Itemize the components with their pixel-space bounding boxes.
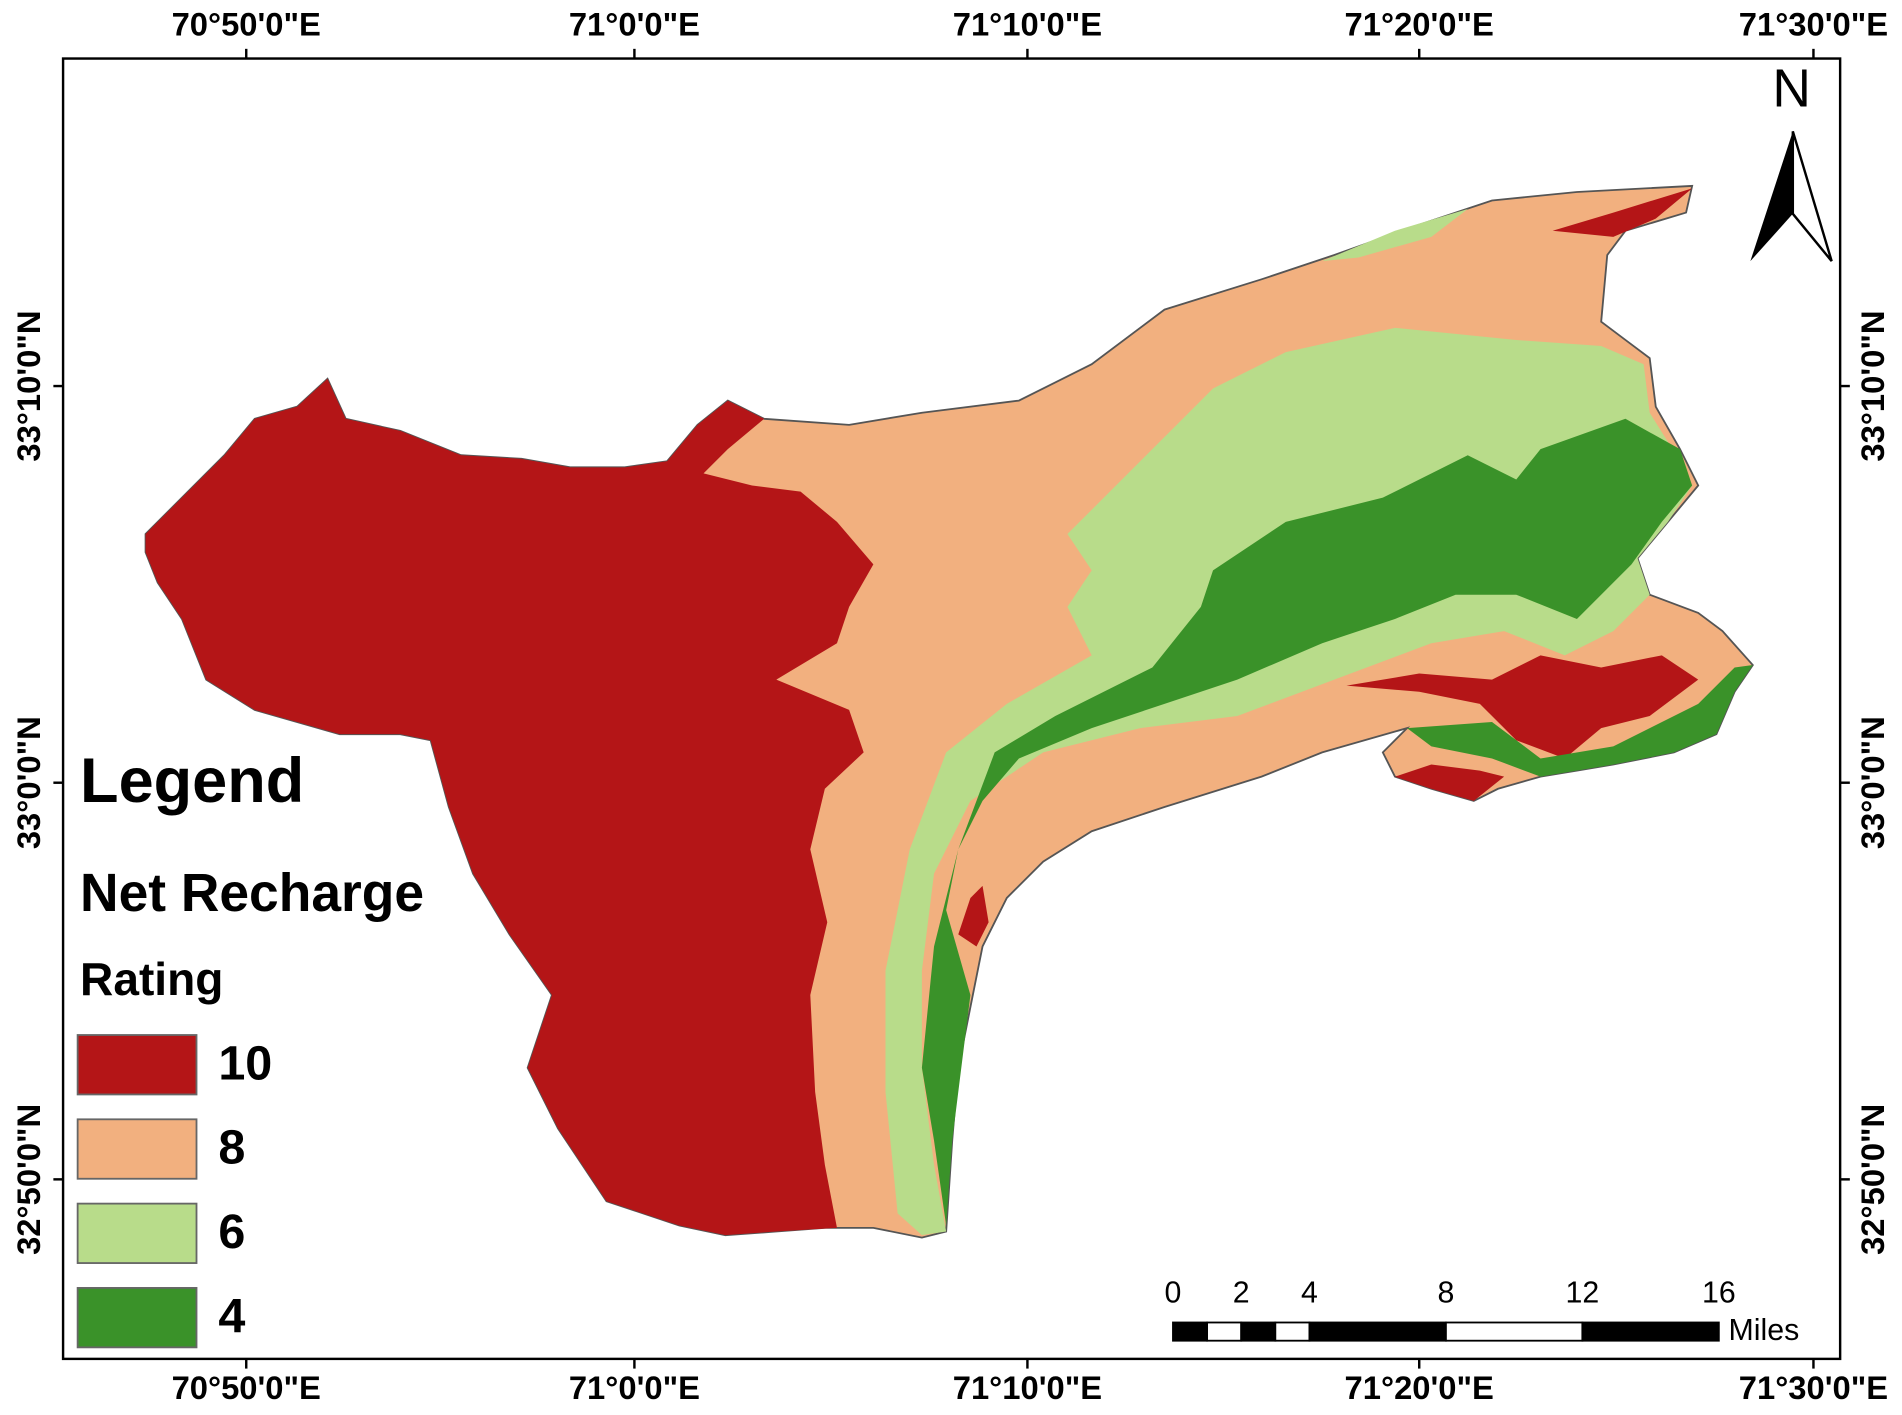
lat-label-right: 32°50'0"N	[1854, 1104, 1891, 1255]
region-rating-10-ne	[1552, 188, 1693, 237]
north-arrow-left	[1750, 131, 1793, 262]
region-rating-6-north	[1322, 208, 1468, 262]
scale-tick-label: 12	[1566, 1277, 1600, 1310]
region-rating-10-south	[1394, 764, 1505, 801]
scale-segment	[1240, 1321, 1277, 1342]
lat-label-right: 33°0'0"N	[1854, 716, 1891, 849]
legend-subtitle: Net Recharge	[80, 864, 424, 923]
scale-tick-label: 16	[1702, 1277, 1736, 1310]
region-rating-10	[145, 378, 874, 1236]
lat-label-right: 33°10'0"N	[1854, 310, 1891, 461]
lon-label-bottom: 71°10'0"E	[953, 1369, 1102, 1406]
lon-label-top: 71°20'0"E	[1345, 6, 1494, 43]
lat-label-left: 32°50'0"N	[10, 1104, 47, 1255]
region-rating-4-south	[1407, 665, 1753, 777]
lon-label-top: 70°50'0"E	[172, 6, 321, 43]
region-rating-10-east	[1346, 655, 1699, 759]
legend: 10 8 6 4	[76, 1034, 272, 1349]
legend-swatch	[76, 1287, 198, 1349]
lon-label-bottom: 70°50'0"E	[172, 1369, 321, 1406]
lat-label-left: 33°10'0"N	[10, 310, 47, 461]
scale-segment	[1172, 1321, 1209, 1342]
legend-label: 10	[218, 1036, 272, 1090]
scale-segment	[1444, 1321, 1584, 1342]
map-regions	[144, 184, 1754, 1239]
north-arrow-right	[1791, 130, 1833, 262]
region-rating-4	[921, 418, 1693, 1226]
scale-segment	[1274, 1321, 1311, 1342]
coordinate-labels: 70°50'0"E 70°50'0"E 71°0'0"E 71°0'0"E 71°10'…	[10, 6, 1891, 1406]
north-arrow: N	[1750, 60, 1833, 262]
legend-field: Rating	[80, 953, 223, 1005]
lon-label-bottom: 71°0'0"E	[569, 1369, 700, 1406]
lon-label-bottom: 71°30'0"E	[1739, 1369, 1888, 1406]
scale-tick-label: 8	[1437, 1277, 1454, 1310]
map-frame	[61, 57, 1842, 1361]
scale-segment	[1206, 1321, 1243, 1342]
scale-segment	[1308, 1321, 1447, 1342]
region-rating-10-valley	[958, 885, 989, 947]
lon-label-bottom: 71°20'0"E	[1345, 1369, 1494, 1406]
lon-label-top: 71°30'0"E	[1739, 6, 1888, 43]
scale-segment	[1581, 1321, 1720, 1342]
lon-label-top: 71°0'0"E	[569, 6, 700, 43]
legend-swatch	[76, 1118, 198, 1180]
scale-unit: Miles	[1729, 1314, 1800, 1347]
scale-tick-label: 2	[1233, 1277, 1250, 1310]
lat-label-left: 33°0'0"N	[10, 716, 47, 849]
legend-title: Legend	[80, 746, 304, 816]
north-label: N	[1772, 60, 1811, 119]
lon-label-top: 71°10'0"E	[953, 6, 1102, 43]
scale-tick-label: 0	[1165, 1277, 1182, 1310]
legend-label: 6	[218, 1205, 245, 1259]
legend-label: 8	[218, 1121, 245, 1175]
legend-swatch	[76, 1034, 198, 1096]
legend-swatch	[76, 1202, 198, 1264]
legend-label: 4	[218, 1289, 245, 1343]
scale-tick-label: 4	[1301, 1277, 1318, 1310]
scale-bar: 0 2 4 8 12 16 Miles	[1165, 1277, 1800, 1348]
